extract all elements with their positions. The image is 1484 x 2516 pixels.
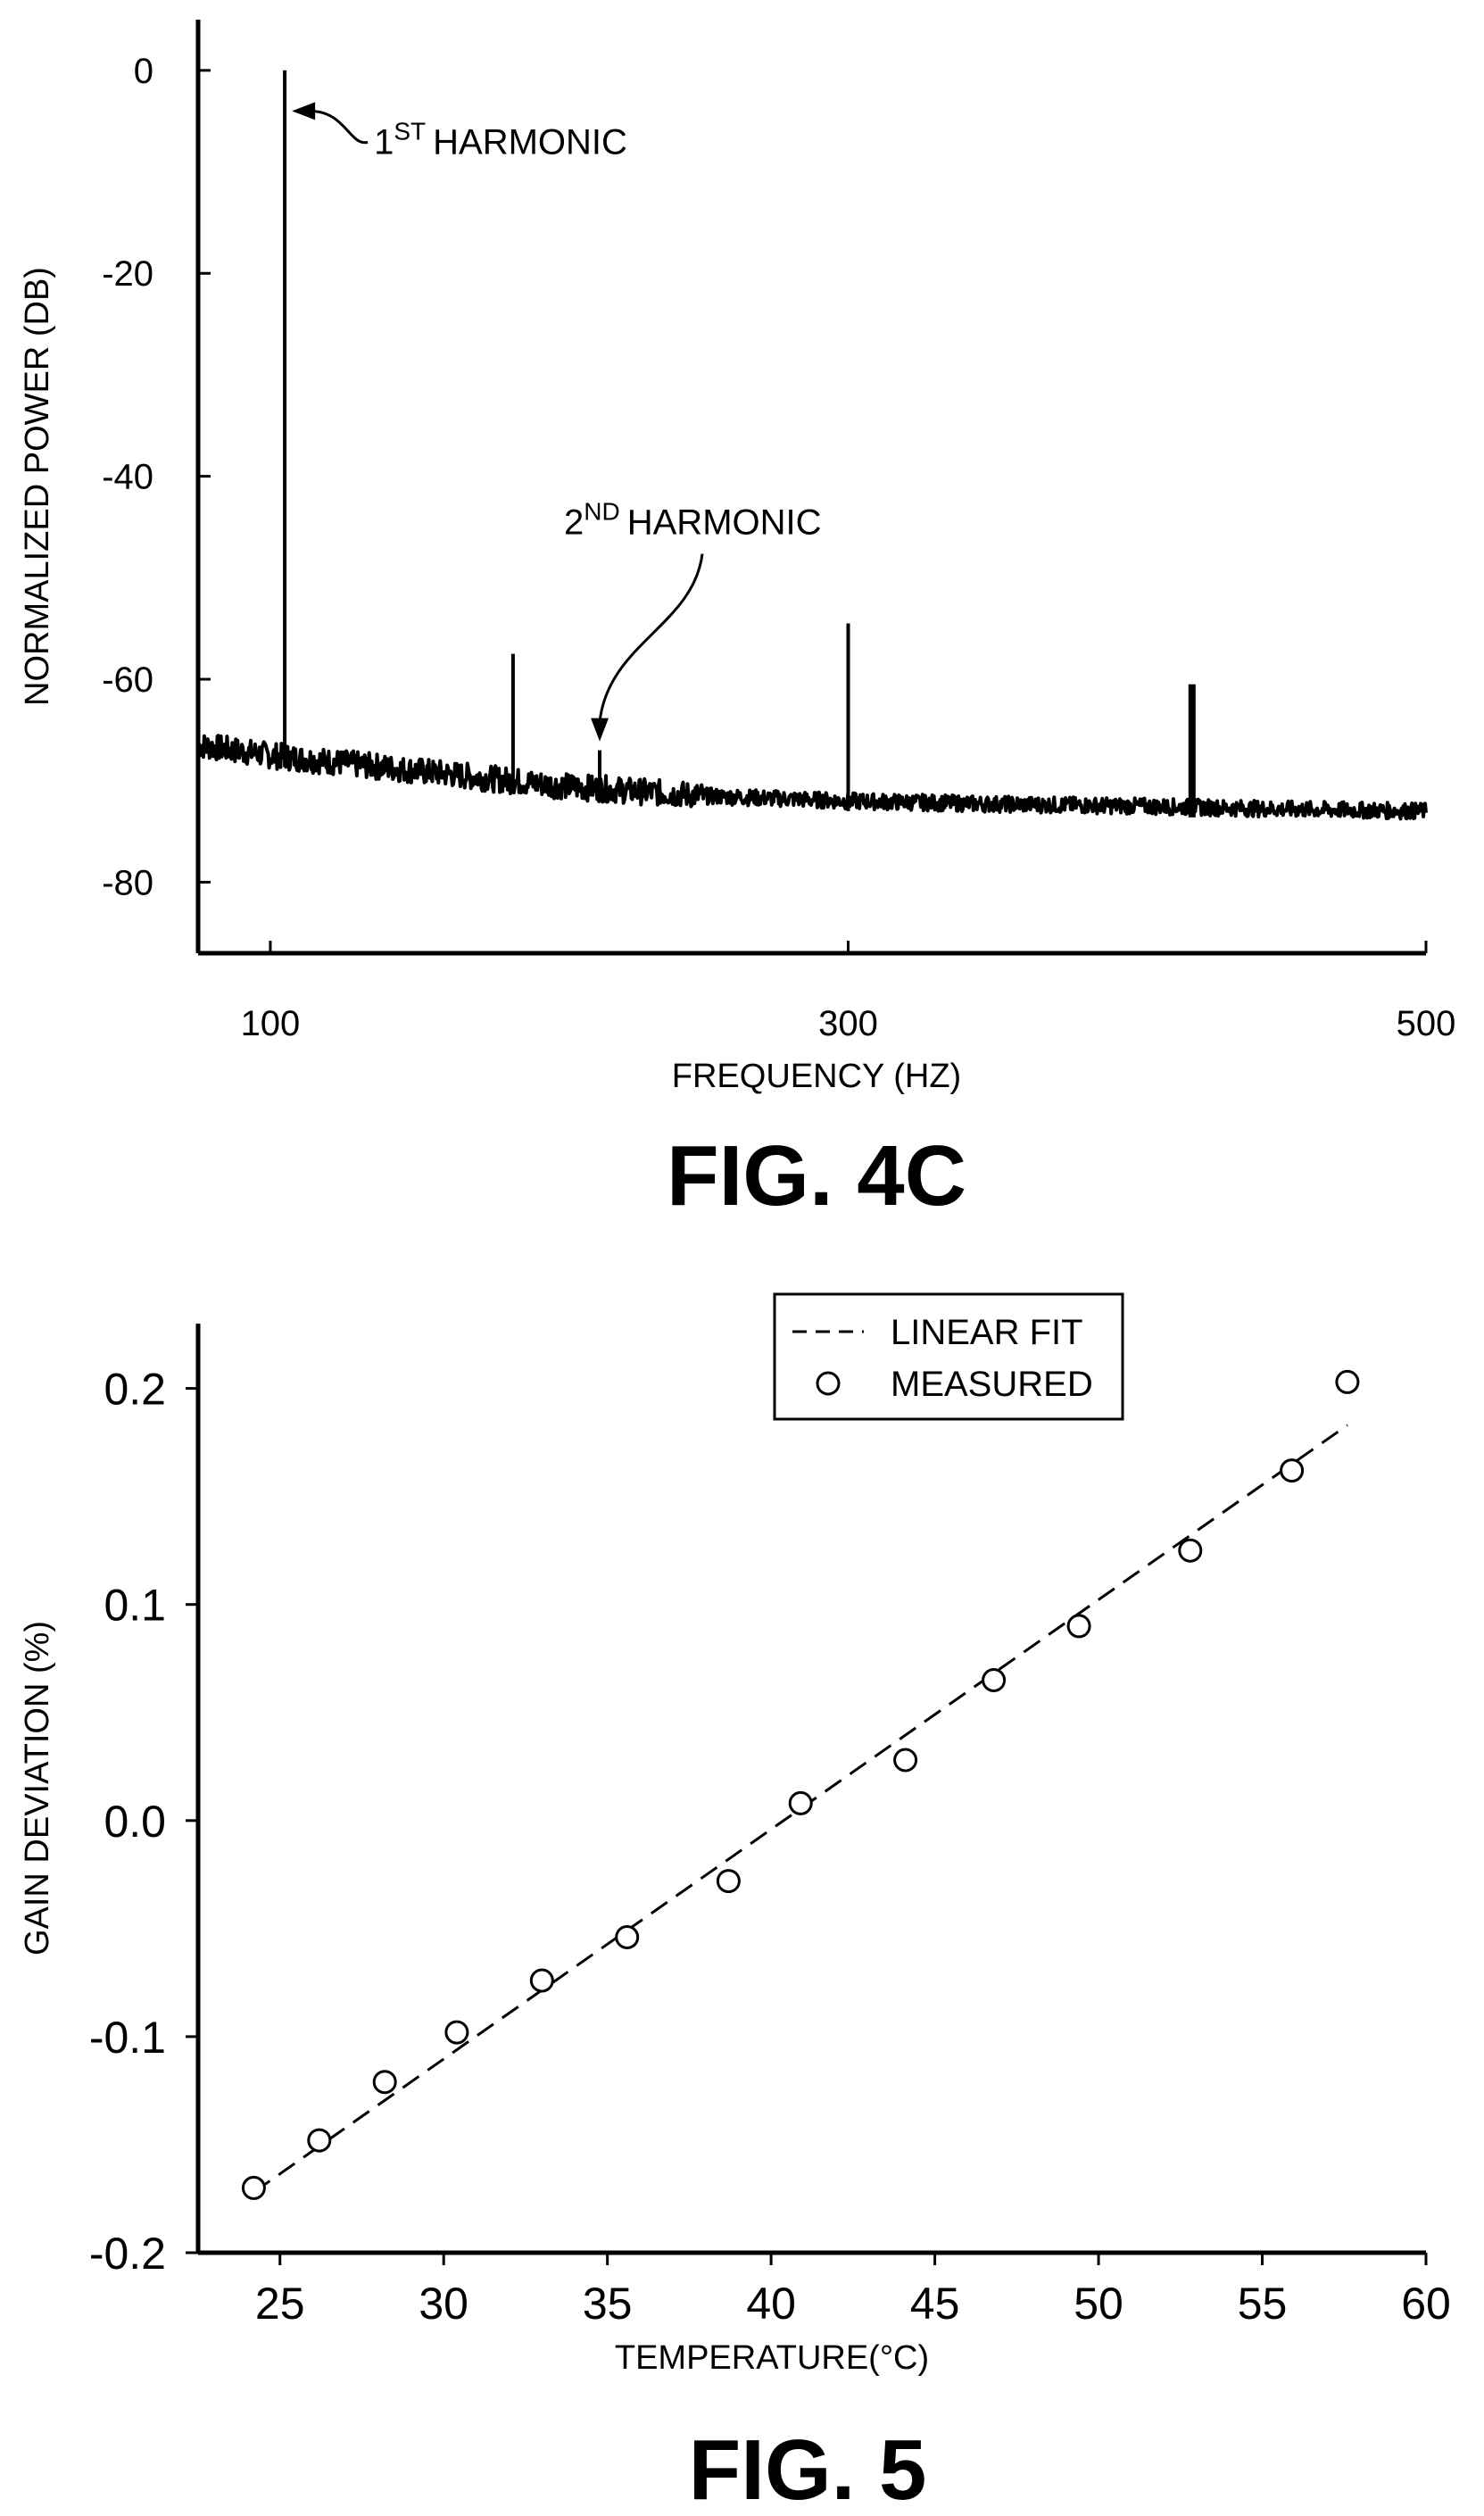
spectral-peak — [510, 653, 515, 792]
legend-measured-label: MEASURED — [891, 1365, 1093, 1404]
fig5-y-axis-label: GAIN DEVIATION (%) — [19, 1621, 56, 1956]
x-tick-label: 35 — [583, 2279, 633, 2329]
measured-point — [307, 2128, 332, 2153]
spectral-peak — [1188, 684, 1196, 818]
x-tick-label: 55 — [1238, 2279, 1288, 2329]
fig4c-annotation-1st-harmonic: 1ST HARMONIC — [292, 102, 627, 162]
measured-point — [893, 1748, 918, 1773]
y-tick-label: 0.2 — [104, 1365, 166, 1415]
x-tick-label: 25 — [255, 2279, 305, 2329]
fig4c-x-ticks: 100 300 500 — [241, 941, 1456, 1043]
x-tick-label: 50 — [1074, 2279, 1123, 2329]
measured-point — [372, 2070, 397, 2095]
spectral-peak — [846, 623, 850, 811]
x-tick-label: 40 — [746, 2279, 796, 2329]
fig4c-figure-label: FIG. 4C — [667, 1128, 966, 1224]
y-tick-label: 0 — [134, 52, 153, 91]
y-tick-label: -40 — [102, 458, 153, 497]
annotation-label: 2ND HARMONIC — [564, 498, 821, 543]
y-tick-label: -60 — [102, 660, 153, 700]
measured-point — [1066, 1614, 1091, 1639]
measured-point — [1178, 1538, 1203, 1563]
fig5-legend: LINEAR FIT MEASURED — [773, 1292, 1124, 1421]
fig5-y-ticks: 0.2 0.1 0.0 -0.1 -0.2 — [89, 1365, 198, 2279]
noise-floor-trace — [196, 734, 1428, 821]
x-tick-label: 60 — [1401, 2279, 1451, 2329]
legend-measured-swatch — [816, 1371, 841, 1396]
measured-point — [529, 1968, 554, 1993]
fig4c-x-axis-label: FREQUENCY (HZ) — [672, 1058, 961, 1095]
x-tick-label: 500 — [1397, 1004, 1456, 1043]
measured-point — [444, 2020, 469, 2045]
fig5-figure-label: FIG. 5 — [689, 2422, 927, 2516]
fig4c-y-axis-label: NORMALIZED POWER (DB) — [19, 267, 56, 706]
measured-point — [982, 1668, 1007, 1692]
fig5-measured-series — [241, 1369, 1360, 2200]
y-tick-label: 0.0 — [104, 1797, 166, 1847]
fig4c-chart: 0 -20 -40 -60 -80 100 300 500 NORMALIZED POWER… — [19, 20, 1455, 1224]
fig5-x-ticks: 25 30 35 40 45 50 55 60 — [255, 2253, 1451, 2329]
fig5-axes — [195, 1324, 1426, 2255]
annotation-label: 1ST HARMONIC — [374, 117, 627, 162]
x-tick-label: 300 — [818, 1004, 878, 1043]
y-tick-label: 0.1 — [104, 1581, 166, 1631]
measured-point — [716, 1869, 741, 1894]
annotation-arrow — [598, 553, 704, 722]
y-tick-label: -0.1 — [89, 2013, 166, 2063]
x-tick-label: 100 — [241, 1004, 301, 1043]
spectral-peak — [598, 750, 601, 799]
measured-point — [788, 1790, 813, 1815]
y-tick-label: -80 — [102, 863, 153, 902]
fig4c-y-ticks: 0 -20 -40 -60 -80 — [102, 52, 211, 902]
annotation-arrowhead — [591, 718, 609, 742]
fig4c-peaks — [283, 70, 1196, 818]
fig4c-axes — [195, 20, 1426, 956]
fig5-chart: 0.2 0.1 0.0 -0.1 -0.2 25 30 35 40 45 50 55 60 LINEA… — [19, 1292, 1451, 2516]
measured-point — [615, 1925, 640, 1949]
fig4c-annotation-2nd-harmonic: 2ND HARMONIC — [564, 498, 822, 742]
fig5-x-axis-label: TEMPERATURE(°C) — [615, 2339, 929, 2377]
legend-linear-fit-label: LINEAR FIT — [891, 1313, 1083, 1352]
measured-point — [241, 2175, 266, 2200]
x-tick-label: 45 — [910, 2279, 960, 2329]
annotation-arrow — [310, 109, 369, 145]
legend-box — [773, 1292, 1124, 1421]
y-tick-label: -0.2 — [89, 2229, 166, 2279]
fig4c-noise-floor — [196, 734, 1428, 821]
measured-point — [1335, 1369, 1360, 1394]
annotation-arrowhead — [292, 102, 316, 120]
spectral-peak — [283, 70, 287, 768]
measured-point — [1280, 1458, 1305, 1483]
y-tick-label: -20 — [102, 254, 153, 294]
x-tick-label: 30 — [419, 2279, 468, 2329]
